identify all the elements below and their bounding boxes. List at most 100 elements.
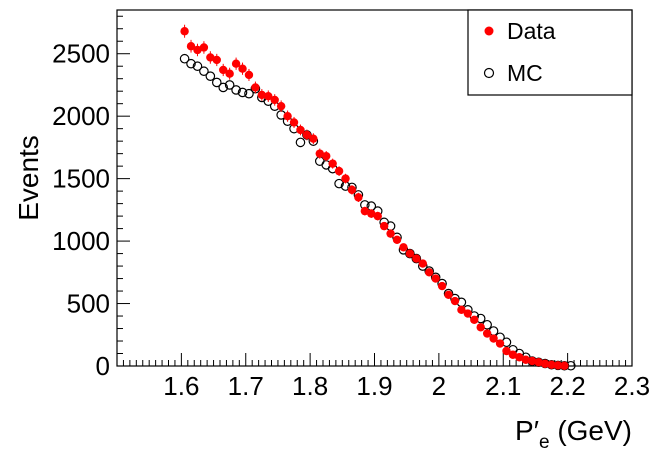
y-axis-label: Events (13, 135, 44, 221)
data-point (528, 356, 537, 366)
mc-point (192, 61, 203, 72)
data-point (489, 334, 498, 343)
mc-point (186, 58, 196, 69)
x-tick-label: 1.6 (163, 371, 199, 401)
data-point (334, 166, 344, 176)
legend-data-label: Data (507, 18, 556, 44)
data-point (463, 309, 473, 318)
data-point (405, 249, 415, 258)
data-point (341, 174, 350, 183)
data-point (296, 125, 305, 135)
mc-point (205, 71, 216, 82)
data-point (457, 305, 466, 314)
mc-point (224, 80, 235, 90)
data-point (399, 243, 408, 252)
legend-mc-marker (483, 67, 495, 79)
mc-point (231, 85, 241, 95)
data-point (367, 209, 376, 218)
data-point (560, 361, 569, 370)
data-point (444, 290, 453, 299)
data-point (180, 27, 189, 36)
data-point (386, 229, 395, 238)
data-point (470, 315, 479, 324)
data-point (199, 43, 209, 52)
data-point (264, 91, 273, 101)
data-point (238, 64, 247, 73)
data-point (373, 211, 382, 221)
mc-point (211, 77, 222, 88)
data-point (328, 159, 337, 168)
y-tick-label: 1000 (52, 226, 110, 256)
y-tick-label: 2000 (52, 101, 110, 131)
data-point (425, 268, 434, 277)
data-point (289, 118, 299, 127)
x-axis-label-unit-text: (GeV) (557, 415, 632, 446)
legend-data-marker (484, 26, 494, 36)
data-point (244, 70, 254, 80)
mc-point (218, 82, 229, 93)
mc-point (199, 66, 209, 77)
x-tick-label: 2.2 (550, 371, 586, 401)
series-data (180, 24, 569, 370)
data-point (347, 185, 357, 195)
x-tick-label: 2 (432, 371, 446, 401)
y-tick-label: 0 (96, 351, 110, 381)
data-point (482, 329, 492, 338)
data-point (534, 358, 543, 367)
mc-point (237, 87, 248, 98)
data-point (219, 65, 228, 75)
x-axis-label-main: P′ (515, 415, 539, 446)
data-point (360, 206, 370, 216)
data-point (212, 55, 221, 65)
data-point (450, 296, 460, 306)
data-point (251, 83, 260, 92)
data-point (225, 69, 234, 78)
data-point (502, 346, 511, 356)
x-tick-label: 2.3 (614, 371, 650, 401)
legend-mc-label: MC (507, 60, 543, 86)
mc-point (295, 137, 306, 148)
data-point (302, 130, 312, 140)
data-point (521, 355, 530, 364)
legend: Data MC (467, 9, 633, 96)
data-point (540, 359, 550, 368)
x-tick-label: 1.9 (356, 371, 392, 401)
x-tick-label: 1.8 (292, 371, 328, 401)
data-point (322, 151, 331, 161)
data-point (354, 193, 363, 202)
mc-point (244, 88, 254, 99)
axis-ticks (116, 15, 633, 367)
data-point (309, 134, 318, 143)
data-point (495, 339, 505, 348)
data-point (508, 350, 518, 359)
data-point (270, 95, 279, 105)
data-point (315, 149, 324, 158)
data-point (547, 360, 556, 369)
x-tick-label: 2.1 (485, 371, 521, 401)
data-point (553, 361, 563, 370)
data-point (515, 353, 524, 362)
legend-box (467, 9, 633, 96)
data-point (283, 111, 292, 121)
x-axis-label: P′e (GeV) (515, 415, 632, 452)
y-tick-label: 2500 (52, 39, 110, 69)
x-axis-label-subscript: e (539, 432, 550, 452)
data-point (437, 281, 447, 291)
axis-tick-labels: 1.6 1.7 1.8 1.9 2 2.1 2.2 2.3 0 500 1000 1500 2000 25… (52, 39, 650, 401)
data-point (418, 259, 427, 268)
data-point (276, 101, 286, 111)
data-point (231, 59, 241, 68)
data-point (257, 90, 267, 100)
y-tick-label: 1500 (52, 164, 110, 194)
data-point (431, 274, 440, 283)
x-tick-label: 1.7 (228, 371, 264, 401)
data-point (412, 254, 421, 263)
data-point (193, 45, 202, 55)
y-tick-label: 500 (67, 289, 110, 319)
mc-point (179, 53, 190, 64)
data-point (206, 53, 215, 62)
mc-point (334, 178, 344, 189)
data-point (379, 221, 389, 231)
x-axis-label-unit: (GeV) (550, 415, 632, 446)
